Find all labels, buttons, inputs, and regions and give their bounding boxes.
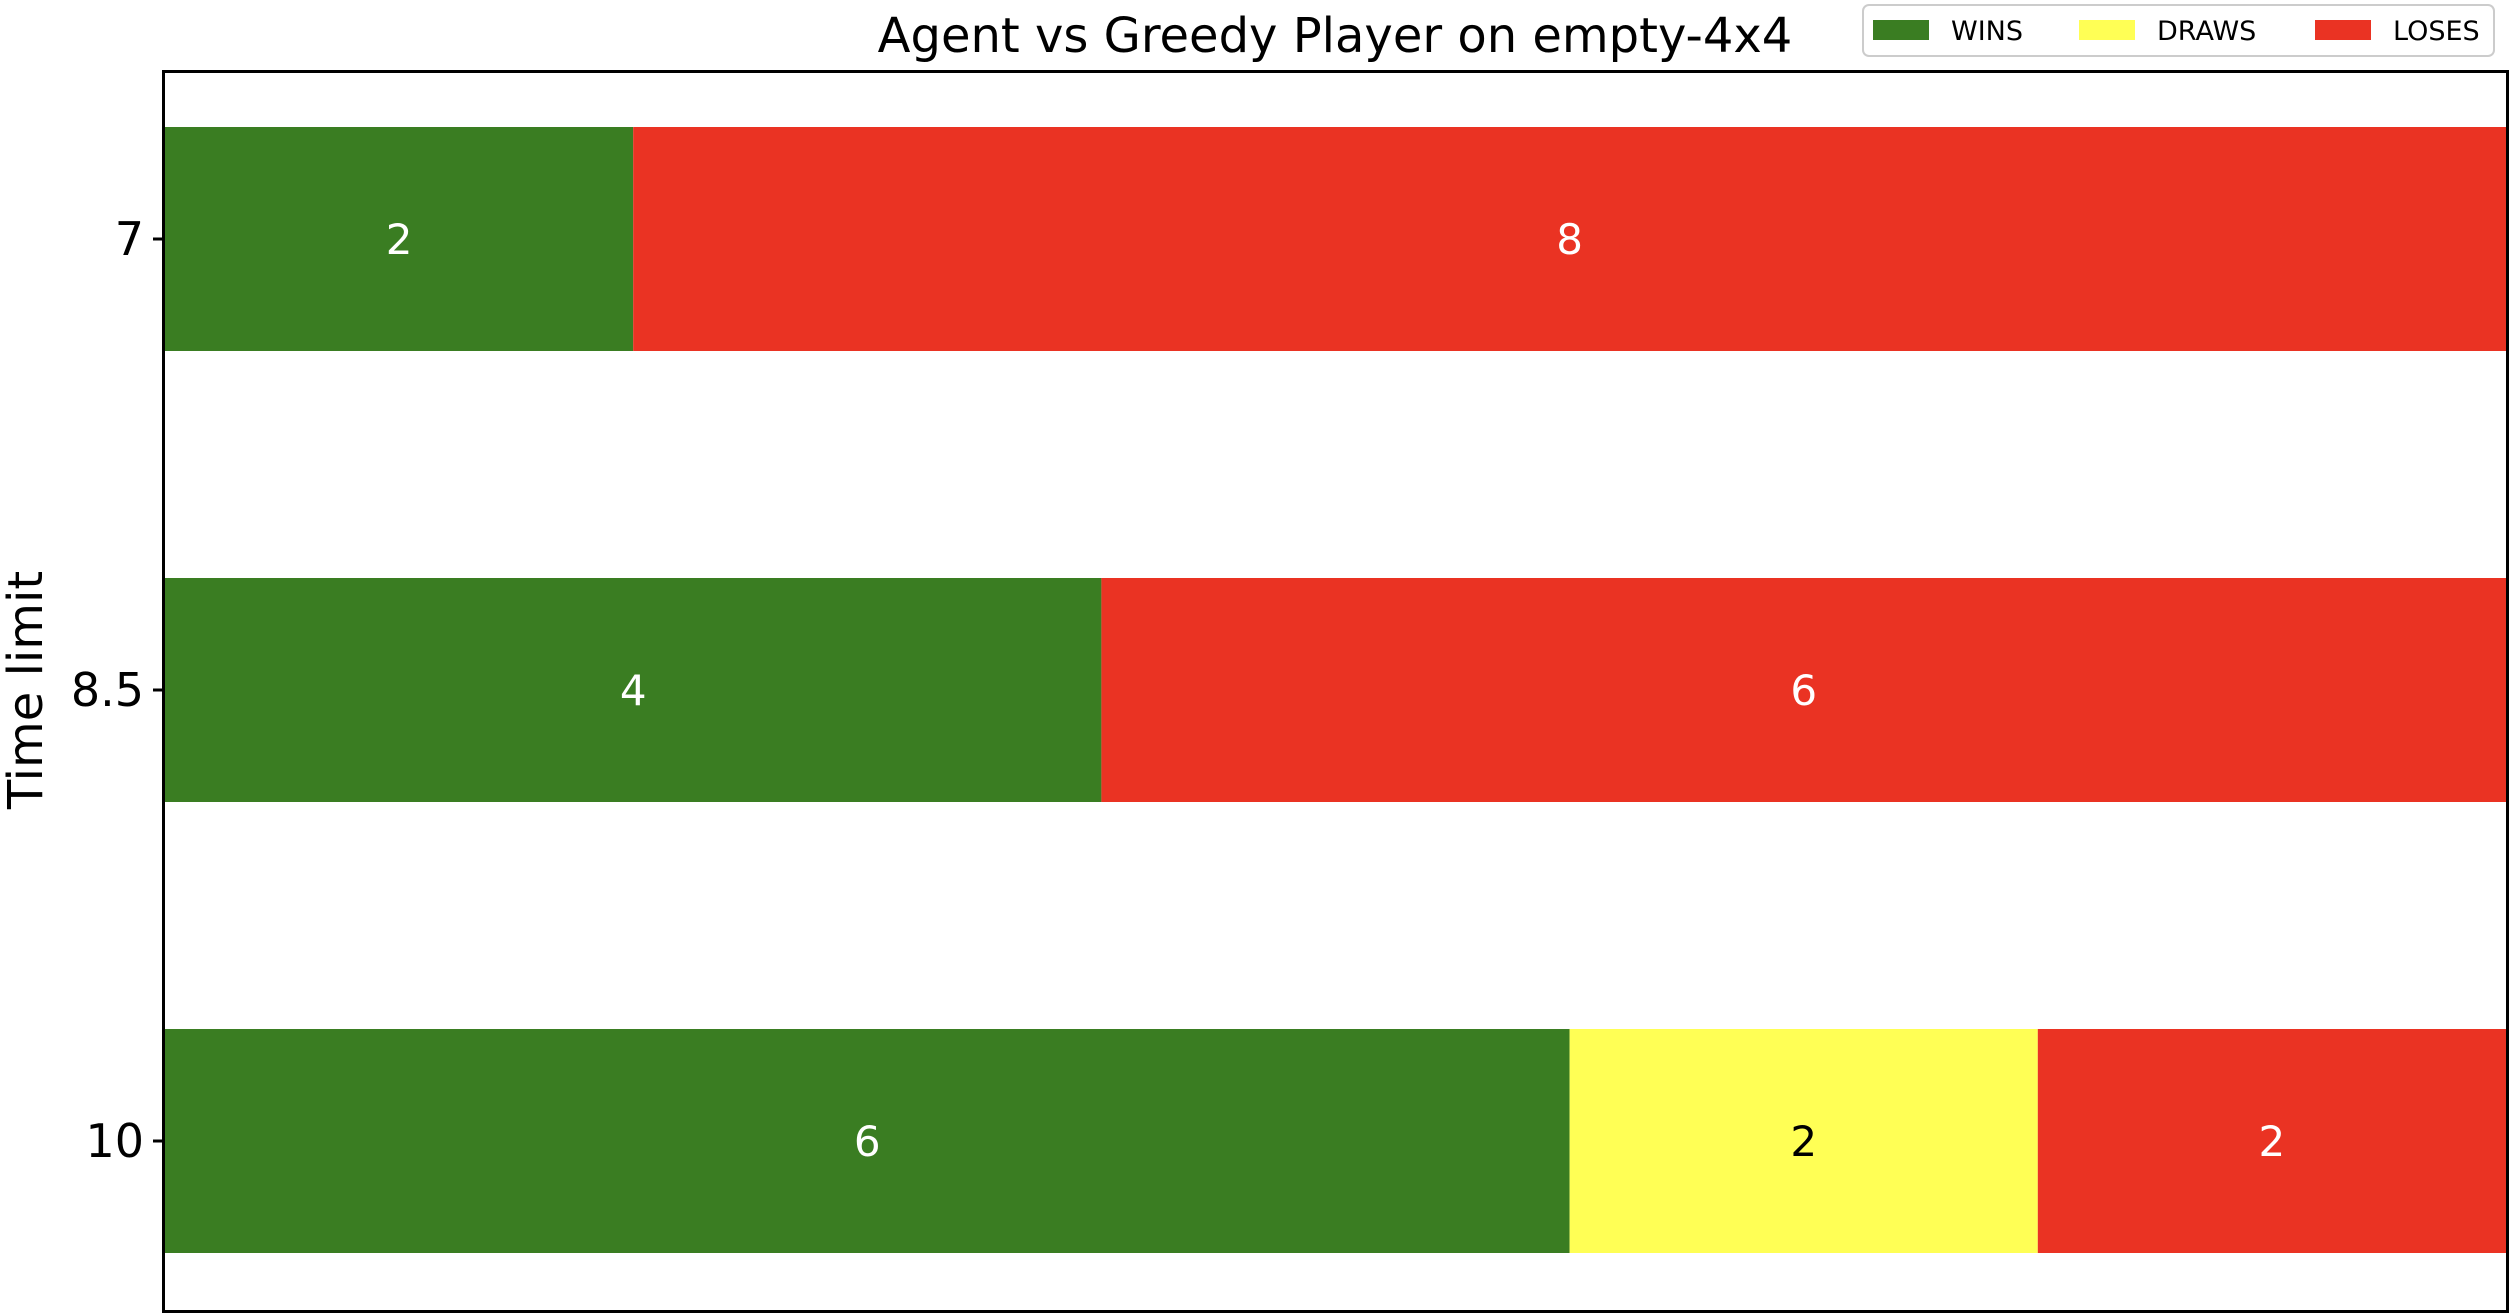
legend-label-loses: LOSES [2393,16,2480,47]
legend: WINS DRAWS LOSES [1862,4,2495,57]
y-axis-ticks: 7 8.5 10 [71,212,163,1168]
legend-swatch-draws [2079,20,2135,40]
legend-swatch-loses [2315,20,2371,40]
bar-value-label: 6 [854,1117,881,1166]
bar-value-label: 2 [1790,1117,1817,1166]
bar-wins-10 [165,1029,1570,1253]
bar-value-label: 2 [386,215,413,264]
plot-area-frame [162,70,2509,1313]
bar-loses-7 [633,127,2507,351]
y-tick-label: 8.5 [71,663,144,717]
bar-labels-group: 2 8 4 6 6 2 2 [386,215,2286,1166]
bar-loses-10 [2037,1029,2506,1253]
legend-swatch-wins [1873,20,1929,40]
legend-label-draws: DRAWS [2157,16,2256,47]
bar-loses-8.5 [1101,578,2506,802]
bar-value-label: 6 [1790,666,1817,715]
bar-draws-10 [1569,1029,2038,1253]
bar-value-label: 8 [1556,215,1583,264]
bar-value-label: 4 [620,666,647,715]
bar-value-label: 2 [2259,1117,2286,1166]
legend-label-wins: WINS [1951,16,2023,47]
y-tick-label: 7 [115,212,144,266]
y-axis-label: Time limit [0,571,54,810]
bars-group [165,127,2507,1253]
bar-wins-7 [165,127,634,351]
bar-wins-8.5 [165,578,1102,802]
y-tick-label: 10 [85,1114,144,1168]
legend-box [1862,4,2495,57]
chart-title: Agent vs Greedy Player on empty-4x4 [878,8,1793,64]
